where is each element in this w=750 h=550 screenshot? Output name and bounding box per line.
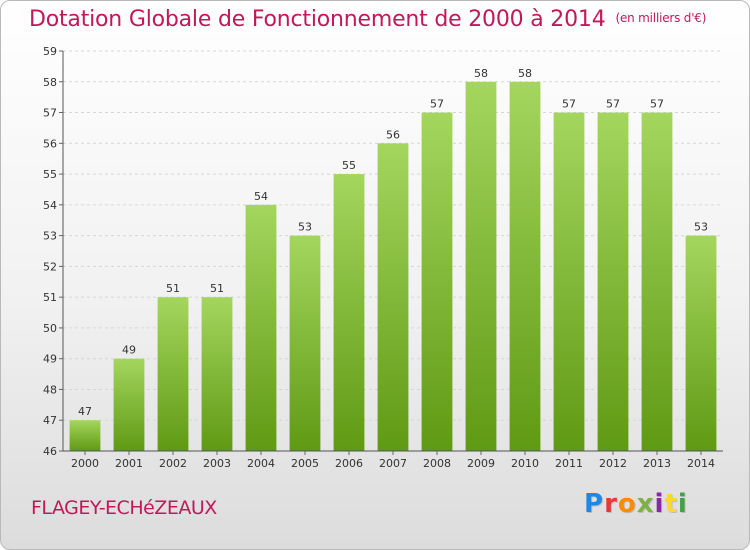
y-tick-label: 46 <box>43 445 57 458</box>
x-tick-label: 2003 <box>203 457 231 470</box>
bars: 47 49 51 51 54 53 55 56 57 58 58 57 57 57 53 <box>69 67 717 452</box>
x-tick-label: 2007 <box>379 457 407 470</box>
data-label: 57 <box>650 98 664 111</box>
data-label: 53 <box>298 221 312 234</box>
y-tick-label: 59 <box>43 45 57 58</box>
bar <box>641 112 673 452</box>
y-tick-label: 54 <box>43 199 57 212</box>
x-tick-label: 2009 <box>467 457 495 470</box>
data-label: 47 <box>78 405 92 418</box>
unit-note: (en milliers d'€) <box>615 11 707 25</box>
bar <box>509 81 541 452</box>
chart-title: Dotation Globale de Fonctionnement de 20… <box>29 7 706 32</box>
x-tick-label: 2004 <box>247 457 275 470</box>
logo-letter: i <box>677 489 688 519</box>
commune-name: FLAGEY-ECHéZEAUX <box>31 497 217 519</box>
data-label: 49 <box>122 344 136 357</box>
y-tick-label: 55 <box>43 168 57 181</box>
bar <box>465 81 497 452</box>
logo-letter: t <box>664 489 678 519</box>
y-tick-label: 56 <box>43 137 57 150</box>
logo-letter: i <box>654 489 665 519</box>
x-tick-label: 2000 <box>71 457 99 470</box>
x-tick-label: 2011 <box>555 457 583 470</box>
data-label: 57 <box>430 98 444 111</box>
x-tick-label: 2005 <box>291 457 319 470</box>
title-text: Dotation Globale de Fonctionnement de 20… <box>29 7 606 32</box>
x-tick-label: 2014 <box>687 457 715 470</box>
data-label: 57 <box>606 98 620 111</box>
logo-letter: P <box>584 489 605 519</box>
bar <box>685 235 717 451</box>
data-label: 57 <box>562 98 576 111</box>
bar <box>113 358 145 451</box>
bar <box>157 297 189 451</box>
data-label: 58 <box>518 67 532 80</box>
data-label: 53 <box>694 221 708 234</box>
y-tick-label: 57 <box>43 107 57 120</box>
bar <box>201 297 233 451</box>
bar <box>553 112 585 452</box>
y-tick-label: 49 <box>43 353 57 366</box>
logo-letter: x <box>636 489 655 519</box>
y-tick-label: 48 <box>43 383 57 396</box>
x-tick-label: 2010 <box>511 457 539 470</box>
bar <box>245 204 277 451</box>
bar <box>597 112 629 452</box>
x-tick-label: 2006 <box>335 457 363 470</box>
data-label: 55 <box>342 159 356 172</box>
bar <box>421 112 453 452</box>
bar <box>333 174 365 452</box>
y-tick-label: 52 <box>43 260 57 273</box>
y-tick-label: 47 <box>43 414 57 427</box>
bar <box>69 420 101 451</box>
y-tick-label: 50 <box>43 322 57 335</box>
x-tick-label: 2012 <box>599 457 627 470</box>
bar <box>377 143 409 452</box>
data-label: 51 <box>166 282 180 295</box>
x-tick-label: 2001 <box>115 457 143 470</box>
x-tick-label: 2013 <box>643 457 671 470</box>
x-tick-label: 2002 <box>159 457 187 470</box>
x-tick-label: 2008 <box>423 457 451 470</box>
logo-letter: o <box>617 489 637 519</box>
logo-letter: r <box>604 489 618 519</box>
y-tick-label: 58 <box>43 76 57 89</box>
data-label: 56 <box>386 128 400 141</box>
data-label: 51 <box>210 282 224 295</box>
proxiti-logo[interactable]: Proxiti <box>584 489 688 519</box>
y-tick-label: 53 <box>43 230 57 243</box>
y-tick-label: 51 <box>43 291 57 304</box>
bar <box>289 235 321 451</box>
data-label: 54 <box>254 190 268 203</box>
data-label: 58 <box>474 67 488 80</box>
axes: 46 47 48 49 50 51 52 53 54 55 56 57 58 59 2000 2001 2002… <box>43 45 723 470</box>
